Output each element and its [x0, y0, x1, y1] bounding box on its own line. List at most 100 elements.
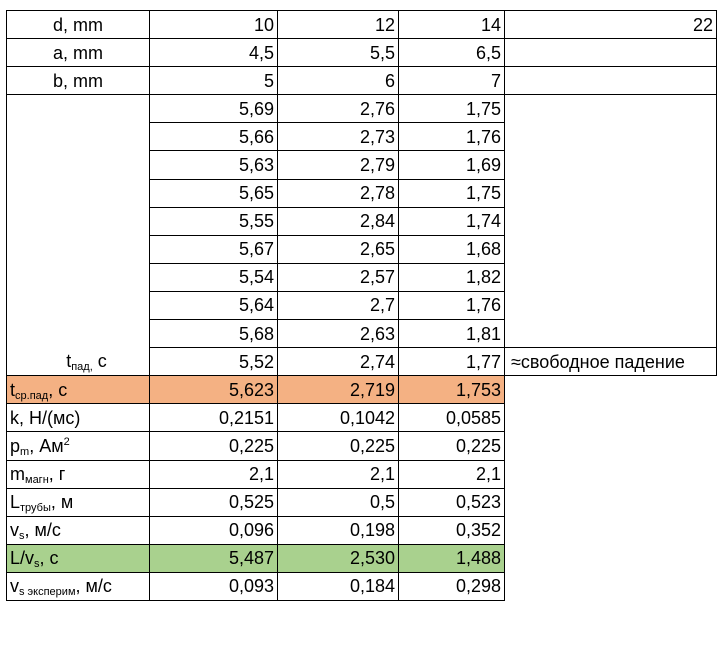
cell-extra[interactable]: 22 — [504, 9, 717, 40]
fall-time-cell[interactable]: 2,79 — [277, 150, 399, 180]
value-cell[interactable]: 2,1 — [149, 459, 278, 489]
cell-extra[interactable] — [504, 319, 717, 348]
fall-time-cell[interactable]: 1,74 — [398, 206, 505, 236]
row-label[interactable]: Lтрубы, м — [6, 487, 150, 517]
row-label[interactable]: vs, м/с — [6, 515, 150, 545]
value-cell[interactable]: 0,198 — [277, 515, 399, 545]
fall-time-cell[interactable]: 2,7 — [277, 290, 399, 321]
fall-time-cell[interactable]: 1,75 — [398, 178, 505, 208]
value-cell[interactable]: 0,096 — [149, 515, 278, 545]
fall-time-cell[interactable]: 2,84 — [277, 206, 399, 236]
fall-time-cell[interactable]: 5,68 — [149, 319, 278, 349]
fall-time-label-cell[interactable] — [6, 319, 150, 348]
value-cell[interactable]: 0,352 — [398, 515, 505, 545]
fall-time-cell[interactable]: 1,68 — [398, 234, 505, 264]
value-cell[interactable]: 0,298 — [398, 571, 505, 601]
fall-time-cell[interactable]: 5,52 — [149, 347, 278, 377]
value-cell[interactable]: 2,1 — [277, 459, 399, 489]
row-label[interactable]: vs эксперим, м/с — [6, 571, 150, 601]
cell[interactable]: 10 — [149, 9, 278, 40]
cell[interactable]: 7 — [398, 66, 505, 96]
fall-time-label-cell[interactable]: tпад, с — [6, 347, 150, 377]
cell-extra[interactable] — [504, 66, 717, 96]
cell[interactable]: 5 — [149, 66, 278, 96]
row-label[interactable]: b, mm — [6, 66, 150, 96]
value-cell[interactable]: 0,525 — [149, 487, 278, 517]
fall-time-cell[interactable]: 2,63 — [277, 319, 399, 349]
row-label[interactable]: tср.пад, с — [6, 375, 150, 405]
row-label[interactable]: L/vs, с — [6, 543, 150, 573]
cell[interactable]: 12 — [277, 9, 399, 40]
fall-time-label-cell[interactable] — [6, 179, 150, 208]
row-label[interactable]: pm, Ам2 — [6, 431, 150, 461]
fall-time-cell[interactable]: 2,73 — [277, 122, 399, 152]
fall-time-cell[interactable]: 5,54 — [149, 262, 278, 292]
fall-time-cell[interactable]: 5,55 — [149, 206, 278, 236]
cell[interactable]: 5,5 — [277, 38, 399, 68]
fall-time-cell[interactable]: 5,65 — [149, 178, 278, 208]
value-cell[interactable]: 0,225 — [277, 431, 399, 461]
fall-time-cell[interactable]: 5,64 — [149, 290, 278, 321]
cell-extra[interactable] — [504, 38, 717, 68]
value-cell[interactable]: 0,2151 — [149, 403, 278, 433]
row-label[interactable]: a, mm — [6, 38, 150, 68]
fall-time-label-cell[interactable] — [6, 291, 150, 320]
fall-time-cell[interactable]: 1,69 — [398, 150, 505, 180]
value-cell[interactable]: 0,0585 — [398, 403, 505, 433]
fall-time-row: 5,66 2,73 1,76 — [6, 122, 717, 152]
cell-extra[interactable] — [504, 150, 717, 180]
row-label[interactable]: mмагн, г — [6, 459, 150, 489]
value-cell[interactable]: 0,093 — [149, 571, 278, 601]
fall-time-cell[interactable]: 1,76 — [398, 290, 505, 321]
fall-time-cell[interactable]: 1,76 — [398, 122, 505, 152]
label-main: L — [10, 492, 21, 513]
cell[interactable]: 4,5 — [149, 38, 278, 68]
row-label[interactable]: k, Н/(мс) — [6, 403, 150, 433]
value-cell[interactable]: 2,530 — [277, 543, 399, 573]
cell[interactable]: 6 — [277, 66, 399, 96]
fall-time-label-cell[interactable] — [6, 263, 150, 292]
fall-time-cell[interactable]: 2,76 — [277, 94, 399, 124]
fall-time-cell[interactable]: 2,74 — [277, 347, 399, 377]
fall-time-cell[interactable]: 5,63 — [149, 150, 278, 180]
cell-extra[interactable] — [504, 263, 717, 292]
cell-extra[interactable] — [504, 94, 717, 123]
cell-extra[interactable] — [504, 122, 717, 151]
row-label[interactable]: d, mm — [6, 9, 150, 40]
value-cell[interactable]: 2,719 — [277, 375, 399, 405]
fall-time-cell[interactable]: 2,65 — [277, 234, 399, 264]
fall-time-label-cell[interactable] — [6, 122, 150, 151]
value-cell[interactable]: 1,753 — [398, 375, 505, 405]
fall-time-label-cell[interactable] — [6, 207, 150, 236]
value-cell[interactable]: 5,487 — [149, 543, 278, 573]
cell[interactable]: 14 — [398, 9, 505, 40]
fall-time-cell[interactable]: 5,67 — [149, 234, 278, 264]
fall-time-cell[interactable]: 1,82 — [398, 262, 505, 292]
fall-time-cell[interactable]: 5,66 — [149, 122, 278, 152]
value-cell[interactable]: 1,488 — [398, 543, 505, 573]
cell-extra[interactable] — [504, 207, 717, 236]
fall-time-cell[interactable]: 1,75 — [398, 94, 505, 124]
cell-extra[interactable] — [504, 291, 717, 320]
value-cell[interactable]: 0,523 — [398, 487, 505, 517]
data-table: d, mm 10 12 14 22 a, mm 4,5 5,5 6,5 b, m… — [6, 9, 717, 601]
fall-time-label-cell[interactable] — [6, 94, 150, 123]
fall-time-cell[interactable]: 1,77 — [398, 347, 505, 377]
cell-extra[interactable] — [504, 179, 717, 208]
value-cell[interactable]: 0,184 — [277, 571, 399, 601]
value-cell[interactable]: 2,1 — [398, 459, 505, 489]
value-cell[interactable]: 0,5 — [277, 487, 399, 517]
free-fall-note[interactable]: ≈свободное падение — [504, 347, 717, 377]
value-cell[interactable]: 0,225 — [149, 431, 278, 461]
fall-time-label-cell[interactable] — [6, 150, 150, 180]
fall-time-cell[interactable]: 1,81 — [398, 319, 505, 349]
fall-time-cell[interactable]: 2,57 — [277, 262, 399, 292]
cell-extra[interactable] — [504, 235, 717, 264]
fall-time-cell[interactable]: 5,69 — [149, 94, 278, 124]
fall-time-cell[interactable]: 2,78 — [277, 178, 399, 208]
value-cell[interactable]: 5,623 — [149, 375, 278, 405]
value-cell[interactable]: 0,1042 — [277, 403, 399, 433]
fall-time-label-cell[interactable] — [6, 235, 150, 264]
cell[interactable]: 6,5 — [398, 38, 505, 68]
value-cell[interactable]: 0,225 — [398, 431, 505, 461]
